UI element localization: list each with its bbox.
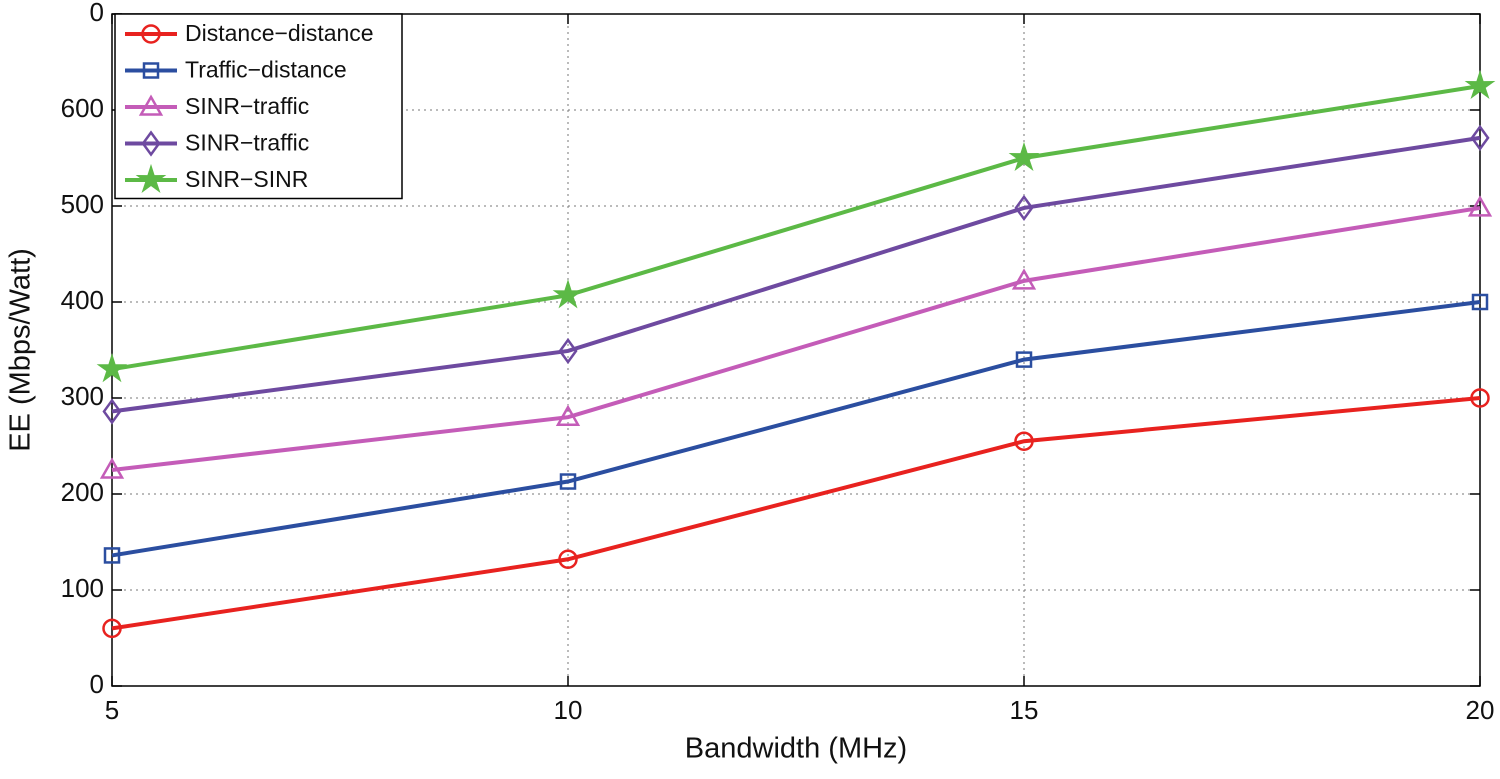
marker xyxy=(1011,268,1037,290)
marker xyxy=(99,457,125,479)
legend-label: Distance−distance xyxy=(185,20,374,46)
marker xyxy=(103,547,121,564)
legend-marker xyxy=(142,62,160,79)
y-tick-label: 400 xyxy=(61,285,104,315)
marker xyxy=(102,618,122,639)
x-tick-label: 10 xyxy=(554,695,583,725)
x-tick-label: 5 xyxy=(105,695,119,725)
marker xyxy=(555,404,581,426)
marker xyxy=(1008,141,1040,172)
y-tick-label: 0 xyxy=(90,0,104,27)
marker xyxy=(1470,124,1490,151)
y-tick-label: 500 xyxy=(61,189,104,219)
series-line xyxy=(111,300,1481,558)
marker xyxy=(1467,195,1493,217)
marker xyxy=(558,337,578,365)
x-axis-label: Bandwidth (MHz) xyxy=(685,733,907,765)
y-tick-label: 0 xyxy=(90,669,104,699)
y-tick-label: 100 xyxy=(61,573,104,603)
legend-label: SINR−traffic xyxy=(185,93,309,119)
series-line xyxy=(111,205,1481,472)
x-tick-label: 20 xyxy=(1466,695,1495,725)
marker xyxy=(552,279,584,309)
marker xyxy=(1464,69,1496,100)
marker xyxy=(1015,351,1033,368)
plot-frame xyxy=(111,13,1481,687)
legend-marker xyxy=(135,163,167,194)
marker xyxy=(1470,388,1490,408)
y-tick-label: 600 xyxy=(61,93,104,123)
y-tick-label: 300 xyxy=(61,381,104,411)
legend-marker xyxy=(141,130,161,157)
series-line xyxy=(111,396,1481,631)
legend-label: Traffic−distance xyxy=(185,57,347,83)
legend-marker xyxy=(138,94,164,116)
y-tick-label: 200 xyxy=(61,477,104,507)
legend-label: SINR−SINR xyxy=(185,166,308,192)
marker xyxy=(558,549,578,570)
marker xyxy=(559,473,577,490)
marker xyxy=(102,398,122,425)
legend-label: SINR−traffic xyxy=(185,130,309,156)
series-line xyxy=(111,84,1481,372)
series-line xyxy=(111,135,1481,414)
legend-marker xyxy=(141,24,161,44)
marker xyxy=(1471,293,1489,311)
marker xyxy=(96,353,128,383)
marker xyxy=(1014,194,1034,222)
x-tick-label: 15 xyxy=(1010,695,1039,725)
marker xyxy=(1014,431,1034,451)
y-axis-label: EE (Mbps/Watt) xyxy=(5,248,37,452)
